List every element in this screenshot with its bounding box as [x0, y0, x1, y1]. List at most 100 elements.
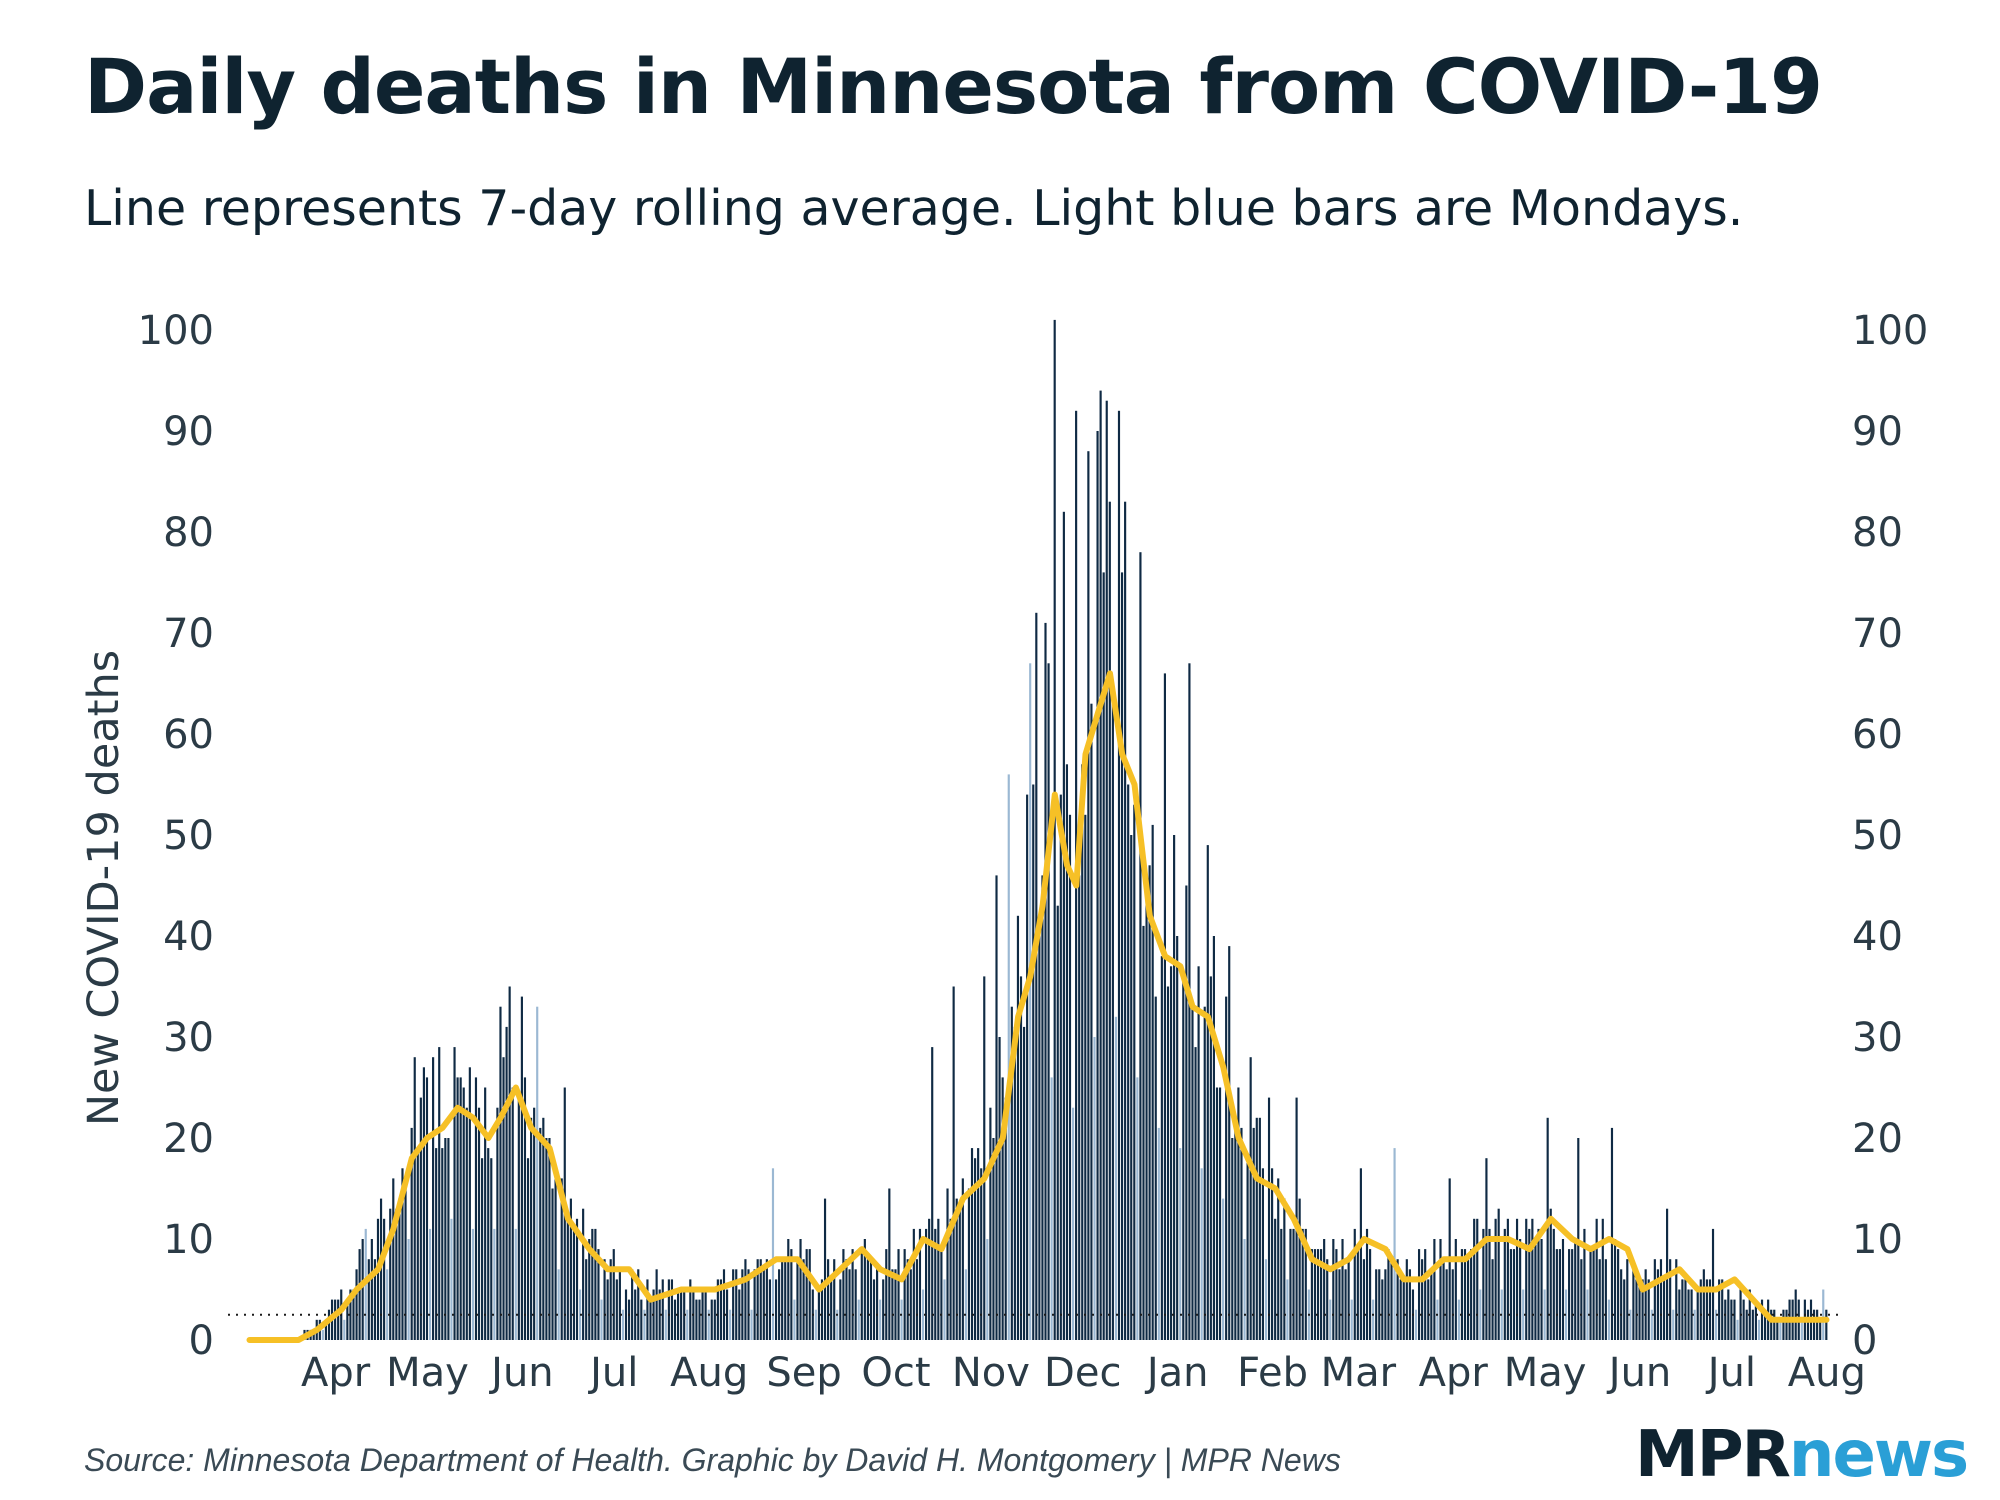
y-tick-left: 100: [138, 308, 214, 354]
daily-bar: [1108, 501, 1111, 1340]
daily-bar: [1133, 804, 1136, 1340]
daily-bar: [1678, 1289, 1681, 1340]
daily-bar: [1684, 1279, 1687, 1340]
daily-bar: [937, 1218, 940, 1340]
daily-bar: [805, 1249, 808, 1340]
daily-bar: [1335, 1249, 1338, 1340]
daily-bar: [517, 1097, 520, 1340]
source-note: Source: Minnesota Department of Health. …: [84, 1442, 1341, 1478]
daily-bar: [961, 1178, 964, 1340]
daily-bar: [1647, 1279, 1650, 1340]
monday-bar: [707, 1309, 710, 1340]
monday-bar: [900, 1299, 903, 1340]
daily-bar: [1635, 1279, 1638, 1340]
daily-bar: [569, 1198, 572, 1340]
daily-bar: [1148, 865, 1151, 1340]
daily-bar: [1081, 764, 1084, 1340]
monday-bar: [1800, 1319, 1803, 1340]
monday-bar: [964, 1269, 967, 1340]
daily-bar: [1463, 1249, 1467, 1340]
daily-bar: [1497, 1208, 1500, 1340]
daily-bar: [998, 1037, 1001, 1340]
daily-bar: [1473, 1218, 1476, 1340]
daily-bar: [851, 1249, 854, 1340]
daily-bar: [1035, 612, 1038, 1340]
x-tick-dec: Dec: [1044, 1350, 1121, 1396]
daily-bar: [946, 1188, 949, 1340]
daily-bar: [925, 1228, 928, 1340]
monday-bar: [600, 1299, 603, 1340]
daily-bar: [1206, 845, 1209, 1340]
daily-bar: [1332, 1239, 1335, 1340]
rolling-average: [246, 670, 1830, 1343]
daily-bar: [1718, 1279, 1721, 1340]
daily-bar: [1274, 1218, 1277, 1340]
monday-bar: [1757, 1319, 1761, 1340]
daily-bar: [594, 1228, 597, 1340]
daily-bar: [413, 1057, 416, 1340]
daily-bar: [1292, 1228, 1295, 1340]
daily-bar: [438, 1047, 441, 1340]
daily-bar: [1160, 956, 1163, 1340]
daily-bar: [465, 1107, 468, 1340]
daily-bar: [934, 1228, 937, 1340]
daily-bar: [1130, 835, 1133, 1340]
daily-bar: [373, 1259, 376, 1340]
daily-bar: [1405, 1259, 1408, 1340]
daily-bar: [1356, 1249, 1359, 1340]
daily-bar: [1488, 1228, 1491, 1340]
daily-bar: [591, 1228, 594, 1340]
daily-bar: [1558, 1249, 1561, 1340]
daily-bar: [1105, 400, 1108, 1340]
monday-bar: [428, 1228, 432, 1340]
daily-bar: [582, 1208, 585, 1340]
daily-bar: [1359, 1168, 1362, 1340]
daily-bar: [701, 1289, 704, 1340]
monday-bar: [536, 1006, 539, 1340]
daily-bar: [1816, 1309, 1819, 1340]
monday-bar: [1264, 1259, 1268, 1340]
daily-bar: [1197, 966, 1200, 1340]
daily-bar: [1711, 1228, 1715, 1340]
daily-bar: [1773, 1309, 1776, 1340]
daily-bar: [912, 1228, 915, 1340]
daily-bar: [744, 1259, 747, 1340]
daily-bar: [719, 1279, 723, 1340]
daily-bar: [713, 1299, 716, 1340]
daily-bar: [1721, 1279, 1724, 1340]
daily-bar: [888, 1188, 891, 1340]
daily-bar: [1430, 1269, 1433, 1340]
monday-bar: [1650, 1309, 1653, 1340]
daily-bar: [1176, 936, 1179, 1340]
y-tick-left: 80: [163, 510, 214, 556]
daily-bar: [655, 1269, 658, 1340]
chart-title: Daily deaths in Minnesota from COVID-19: [84, 42, 1823, 131]
daily-bar: [477, 1107, 481, 1340]
daily-bar: [1699, 1279, 1702, 1340]
y-tick-right: 100: [1852, 308, 1928, 354]
daily-bar: [1013, 1026, 1016, 1340]
daily-bar: [1084, 814, 1087, 1340]
x-tick-jul: Jul: [1705, 1350, 1756, 1396]
daily-bar: [1313, 1249, 1317, 1340]
daily-bar: [796, 1259, 799, 1340]
monday-bar: [1564, 1289, 1568, 1340]
daily-bar: [765, 1259, 768, 1340]
daily-bar: [1384, 1269, 1387, 1340]
daily-bar: [1068, 814, 1072, 1340]
daily-bar: [1638, 1279, 1641, 1340]
daily-bar: [1399, 1279, 1402, 1340]
monday-bar: [1393, 1148, 1396, 1340]
daily-bar: [790, 1249, 793, 1340]
daily-bar: [410, 1127, 413, 1340]
daily-bar: [1010, 1006, 1013, 1340]
daily-bar: [1298, 1198, 1301, 1340]
daily-bar: [1166, 986, 1170, 1340]
daily-bar: [1240, 1127, 1243, 1340]
x-tick-jan: Jan: [1144, 1350, 1209, 1396]
daily-bar: [435, 1148, 438, 1340]
monday-bar: [1736, 1319, 1739, 1340]
daily-bar: [1124, 501, 1127, 1340]
daily-bar: [1246, 1158, 1249, 1340]
daily-bar: [741, 1269, 744, 1340]
